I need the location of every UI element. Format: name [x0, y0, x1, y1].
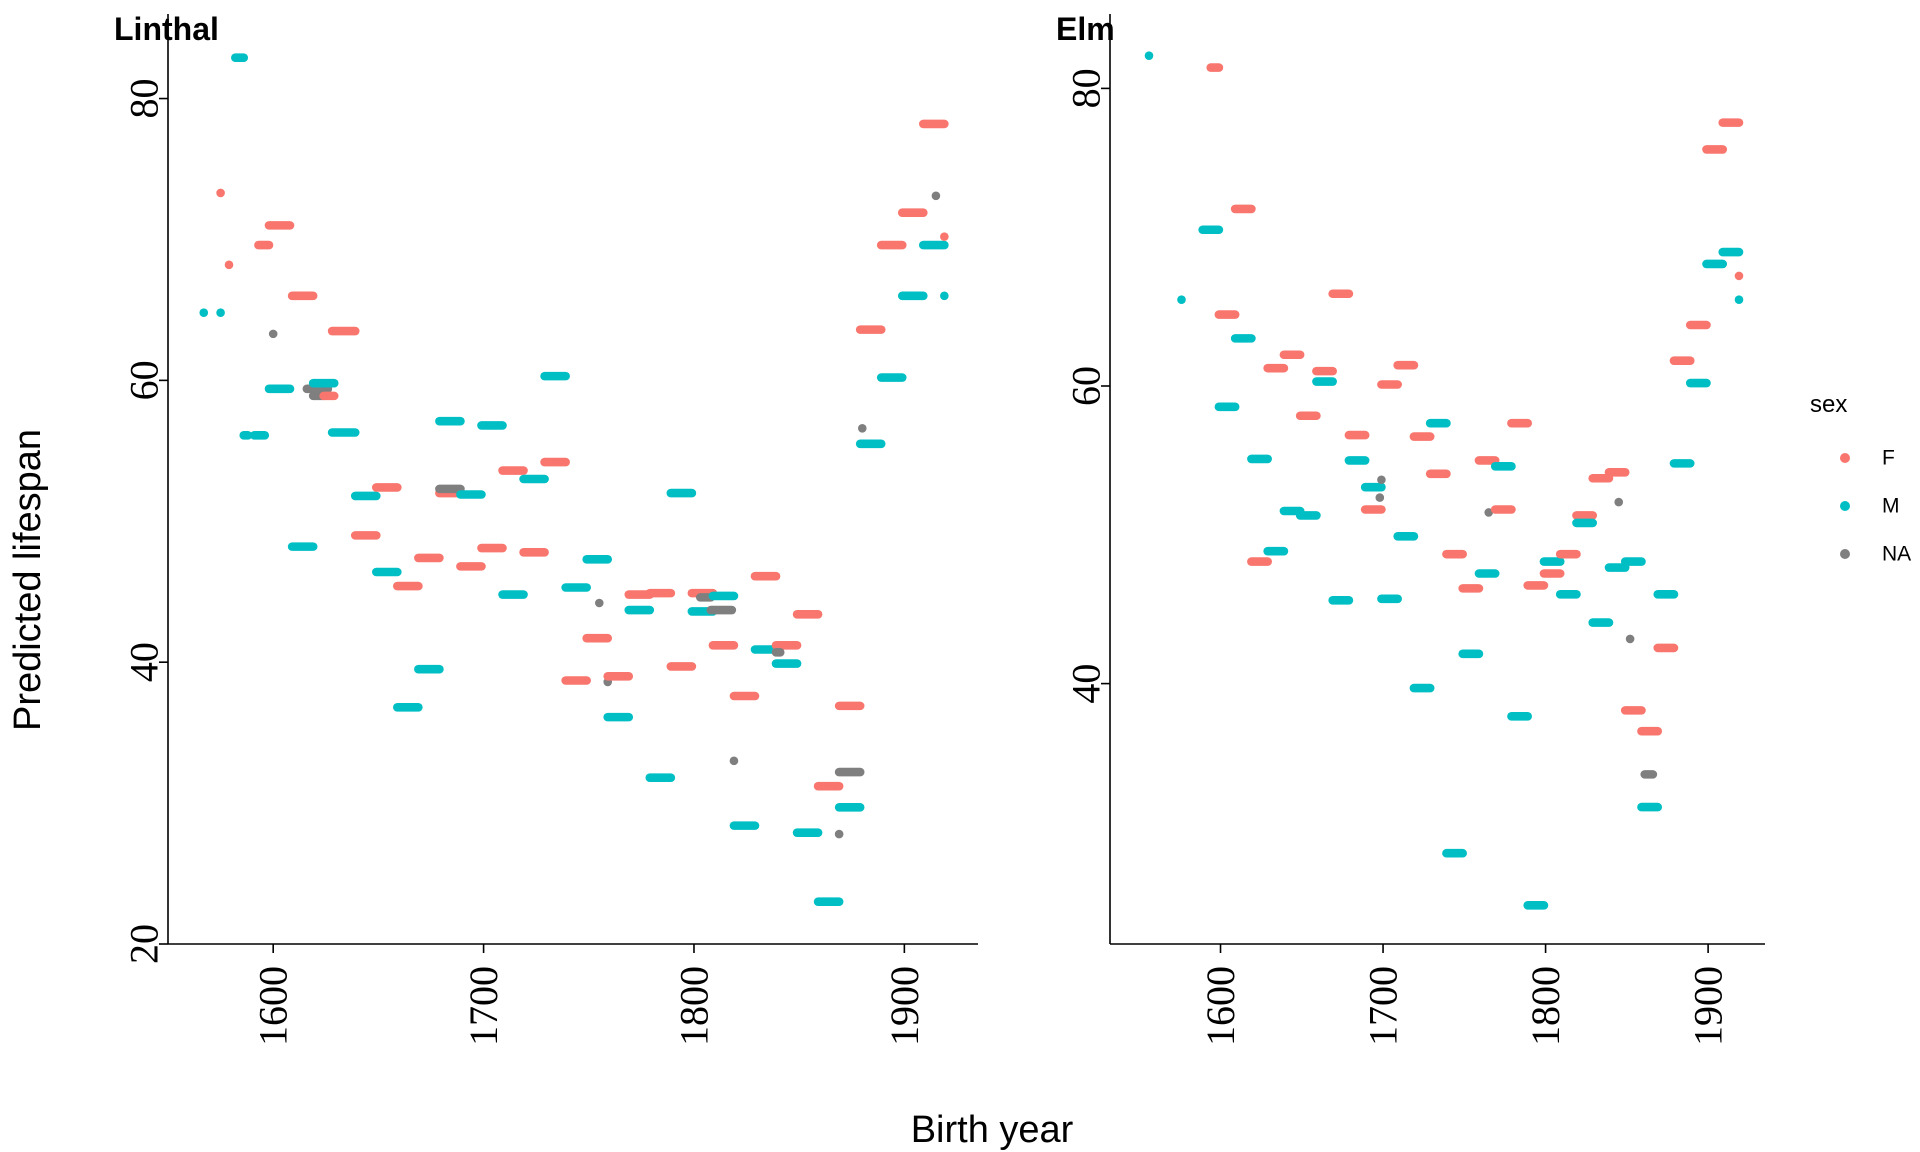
data-point-m [199, 308, 209, 318]
data-point-na [1625, 634, 1635, 644]
data-point-m [1144, 51, 1154, 60]
y-tick-label: 80 [1064, 68, 1109, 108]
x-tick-label: 1900 [882, 966, 927, 1046]
chart-panels: Linthal 20 40 60 80 1600 1700 1800 1900 Elm 40 60 80… [114, 11, 1765, 1046]
y-tick-label: 20 [122, 924, 167, 964]
legend-label: F [1882, 447, 1895, 470]
legend-key-f [1840, 453, 1850, 463]
legend-title: sex [1810, 391, 1847, 418]
x-tick-label: 1700 [1361, 966, 1406, 1046]
data-point-na [834, 829, 844, 839]
points-layer [1144, 51, 1744, 910]
x-tick-label: 1900 [1686, 966, 1731, 1046]
panel-elm: Elm 40 60 80 1600 1700 1800 1900 [1056, 11, 1765, 1046]
data-point-m [1177, 295, 1186, 304]
y-axis-title: Predicted lifespan [7, 429, 49, 731]
data-point-na [931, 191, 941, 201]
y-tick-label: 60 [1064, 366, 1109, 406]
data-point-na [594, 598, 604, 608]
y-tick-label: 40 [1064, 664, 1109, 704]
x-axis-title: Birth year [911, 1109, 1074, 1151]
legend-key-na [1840, 549, 1850, 559]
data-point-f [940, 232, 949, 241]
data-point-na [857, 423, 867, 433]
legend: sex F M NA [1810, 391, 1911, 566]
legend-label: M [1882, 495, 1900, 518]
points-layer [199, 53, 949, 907]
data-point-na [1377, 475, 1386, 485]
legend-item-f: F [1840, 447, 1895, 470]
data-point-na [1375, 493, 1385, 502]
x-tick-label: 1800 [671, 966, 716, 1046]
data-point-na [1614, 497, 1624, 507]
data-point-f [1734, 271, 1744, 281]
y-tick-label: 80 [122, 79, 167, 119]
data-point-na [729, 756, 739, 766]
x-tick-label: 1800 [1523, 966, 1568, 1046]
data-point-na [1484, 508, 1493, 517]
data-point-m [940, 291, 949, 301]
legend-item-m: M [1840, 495, 1900, 518]
y-tick-label: 40 [122, 642, 167, 682]
x-tick-label: 1600 [251, 966, 296, 1046]
y-tick-label: 60 [122, 360, 167, 400]
data-point-f [216, 188, 225, 198]
x-tick-label: 1600 [1198, 966, 1243, 1046]
legend-item-na: NA [1840, 543, 1911, 566]
data-point-m [1734, 295, 1744, 304]
panel-linthal: Linthal 20 40 60 80 1600 1700 1800 1900 [114, 11, 978, 1046]
panel-title: Elm [1056, 11, 1115, 47]
data-point-na [268, 329, 278, 339]
legend-label: NA [1882, 543, 1911, 566]
x-tick-label: 1700 [461, 966, 506, 1046]
panel-title: Linthal [114, 11, 219, 47]
data-point-m [216, 308, 225, 318]
legend-key-m [1840, 501, 1850, 511]
data-point-f [224, 260, 234, 270]
